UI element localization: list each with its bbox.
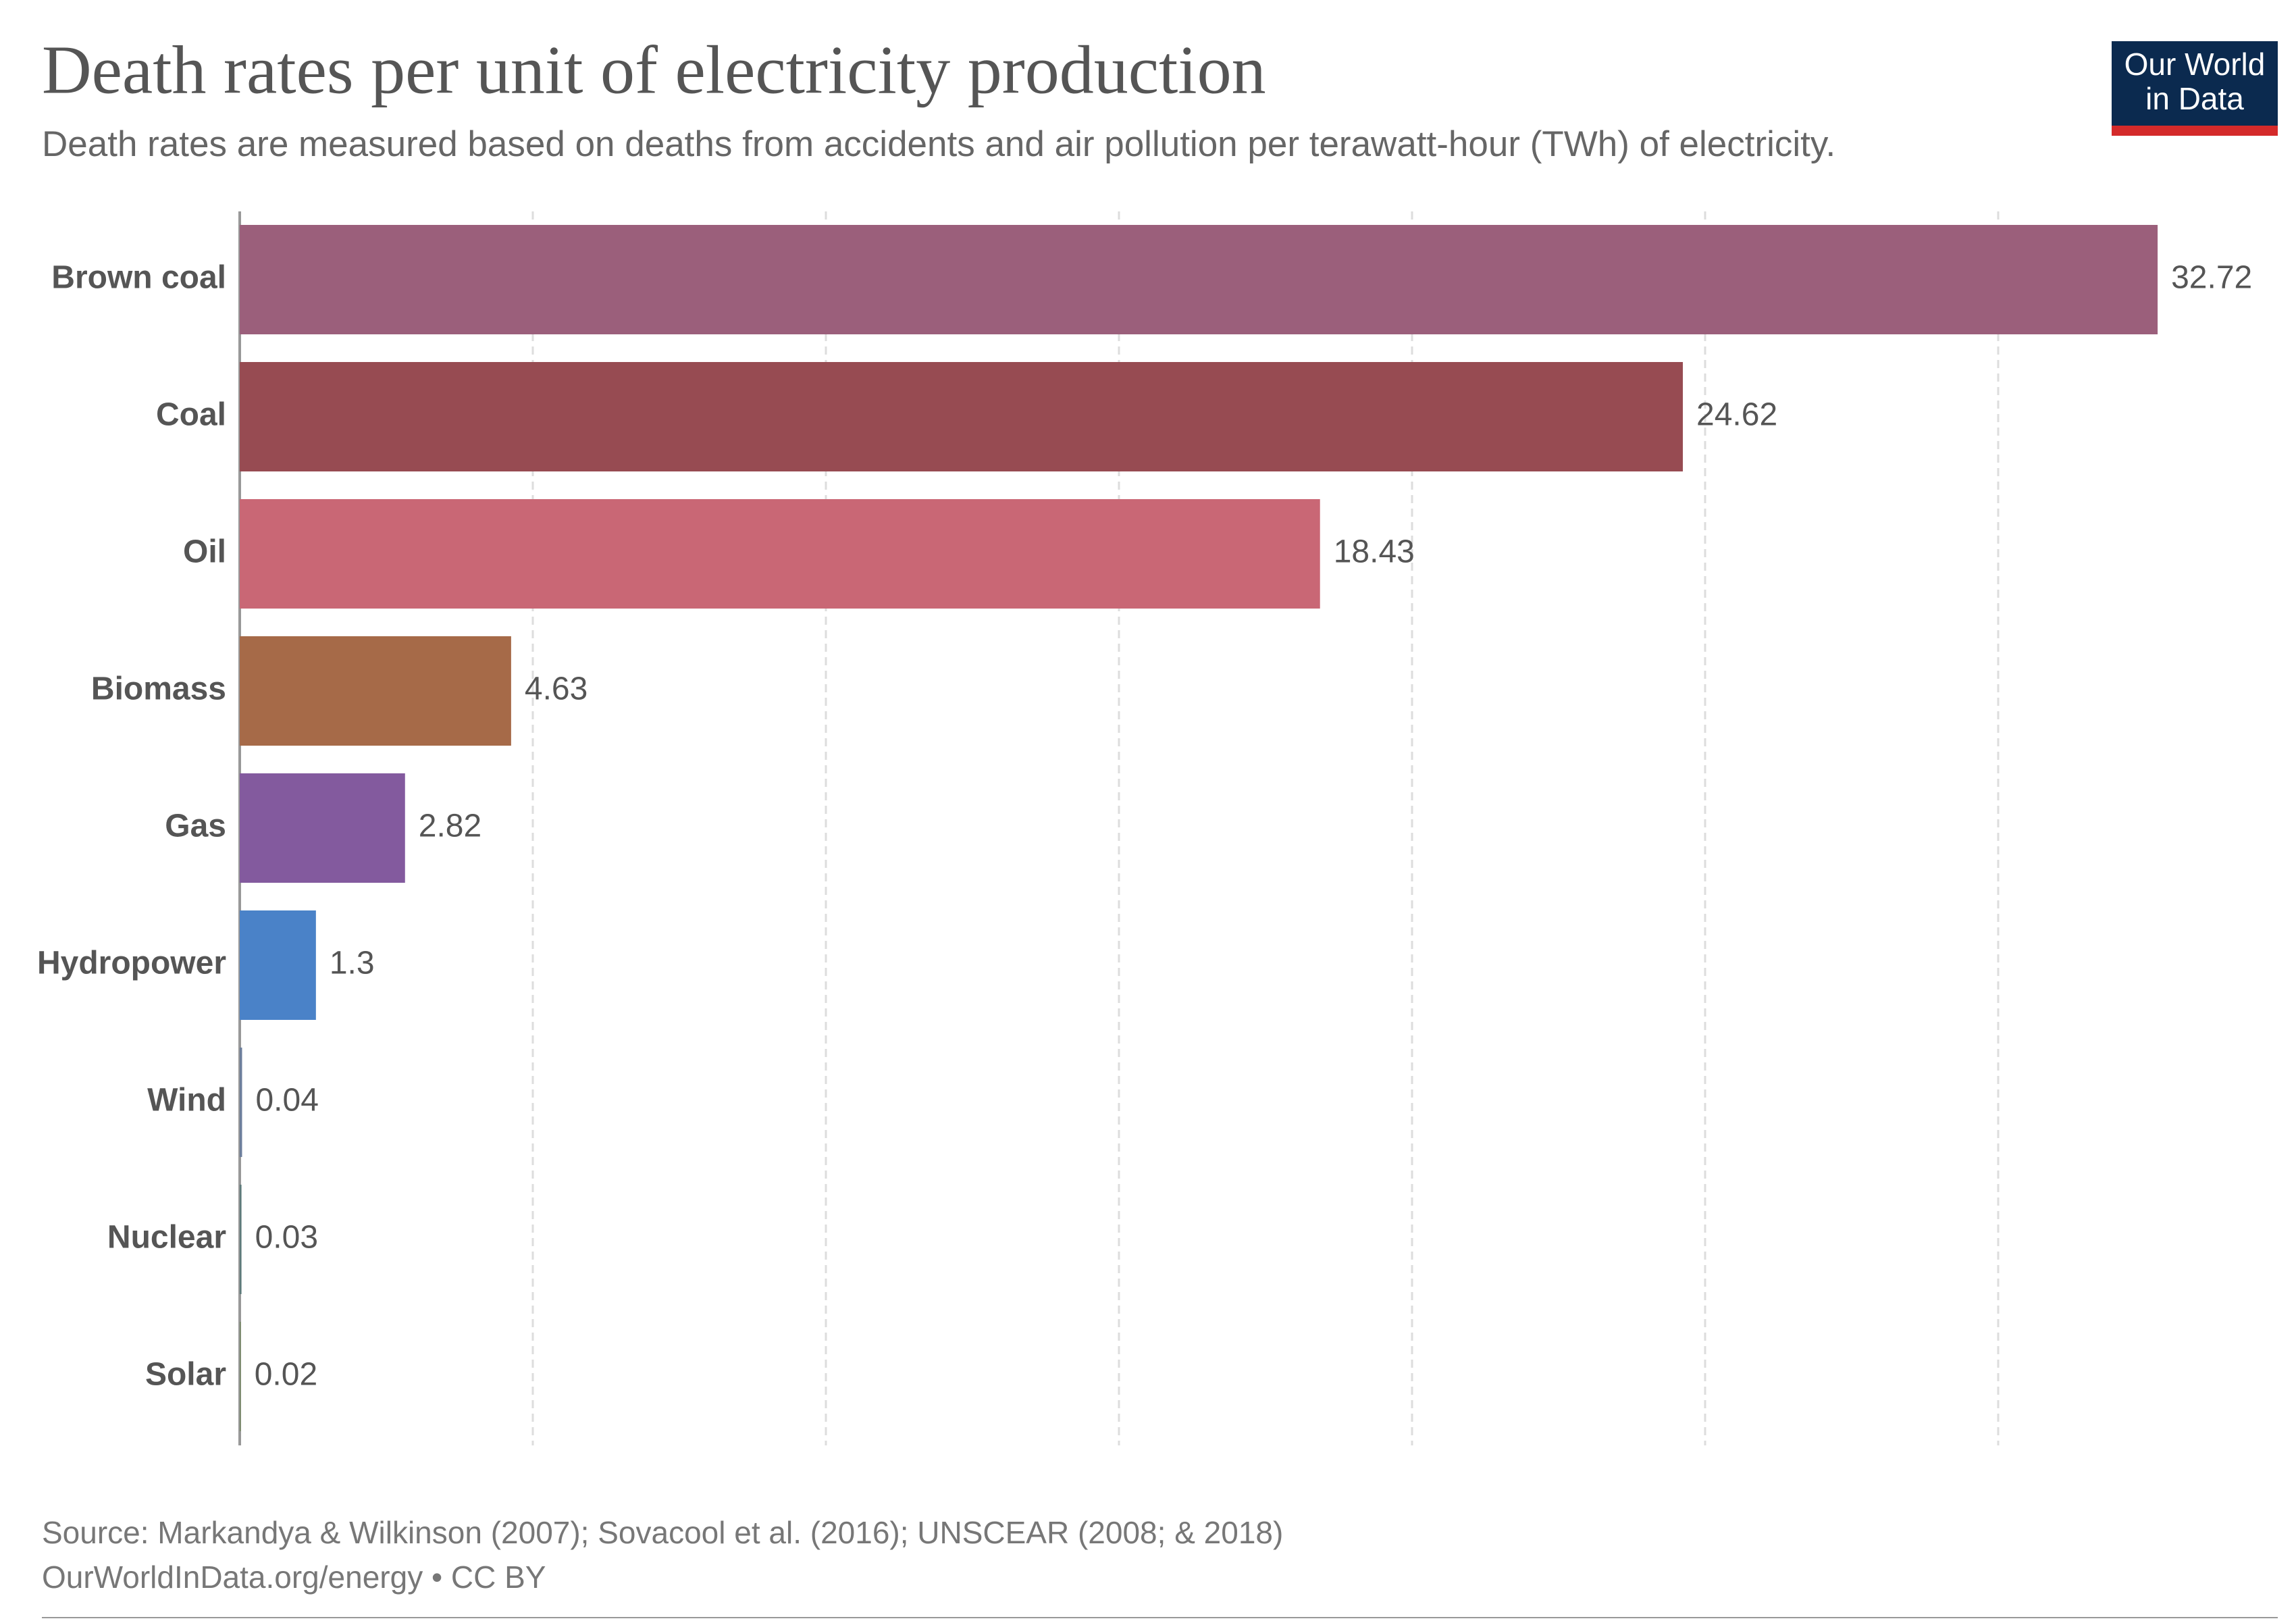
bar [240, 910, 316, 1020]
value-label: 0.03 [255, 1220, 318, 1256]
value-label: 18.43 [1334, 534, 1415, 570]
category-label: Gas [165, 808, 226, 844]
value-label: 32.72 [2171, 260, 2252, 296]
bar [240, 499, 1320, 609]
value-label: 4.63 [525, 671, 588, 707]
category-label: Biomass [91, 671, 226, 707]
source: Source: Markandya & Wilkinson (2007); So… [42, 1515, 1283, 1550]
category-label: Nuclear [107, 1220, 226, 1256]
category-label: Hydropower [37, 946, 226, 981]
bar [240, 225, 2158, 334]
category-label: Wind [147, 1083, 226, 1118]
category-label: Oil [183, 534, 226, 570]
value-label: 2.82 [419, 808, 481, 844]
chart-subtitle: Death rates are measured based on deaths… [42, 124, 1835, 164]
logo-text: in Data [2145, 81, 2244, 116]
bar [240, 362, 1684, 471]
category-label: Solar [145, 1357, 226, 1393]
bar [240, 1048, 242, 1157]
bar [240, 1322, 241, 1431]
category-label: Coal [156, 397, 226, 433]
logo-text: Our World [2124, 47, 2266, 82]
value-label: 0.02 [255, 1357, 317, 1393]
logo-stripe [2112, 126, 2278, 136]
category-label: Brown coal [51, 260, 226, 296]
footer: OurWorldInData.org/energy • CC BY [42, 1560, 546, 1595]
logo-box [2112, 41, 2278, 136]
value-label: 24.62 [1696, 397, 1777, 433]
bar [240, 773, 405, 883]
value-label: 0.04 [255, 1083, 318, 1118]
chart-title: Death rates per unit of electricity prod… [42, 32, 1266, 108]
bar [240, 636, 511, 746]
bar [240, 1185, 242, 1294]
value-label: 1.3 [330, 946, 375, 981]
